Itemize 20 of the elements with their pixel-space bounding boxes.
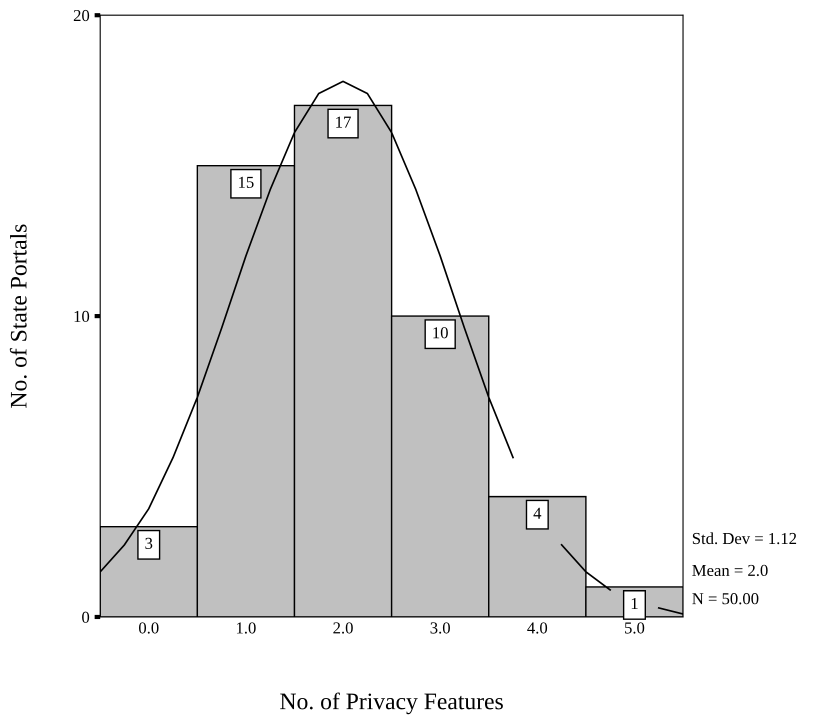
- x-tick-label: 3.0: [430, 622, 450, 634]
- y-tick-label: 20: [74, 10, 90, 22]
- y-tick-label: 0: [82, 612, 90, 623]
- x-tick-label: 0.0: [138, 622, 159, 634]
- data-label: 1: [632, 598, 638, 609]
- x-tick-label: 5.0: [625, 622, 644, 634]
- data-label: 3: [145, 538, 152, 549]
- x-tick-label: 2.0: [333, 622, 353, 634]
- data-label: 4: [533, 508, 542, 519]
- data-label: 10: [433, 327, 448, 338]
- y-tick-label: 10: [74, 310, 90, 322]
- data-label: 17: [336, 116, 351, 128]
- y-axis-title: No. of State Portals: [10, 224, 27, 408]
- x-tick-label: 4.0: [527, 622, 548, 634]
- text: N = 50.00: [692, 593, 758, 604]
- x-tick-label: 1.0: [236, 622, 256, 634]
- text: Std. Dev = 1.12: [692, 532, 796, 544]
- text: Mean = 2.0: [692, 564, 768, 576]
- data-label: 15: [239, 176, 254, 188]
- x-axis-title: No. of Privacy Features: [280, 692, 503, 714]
